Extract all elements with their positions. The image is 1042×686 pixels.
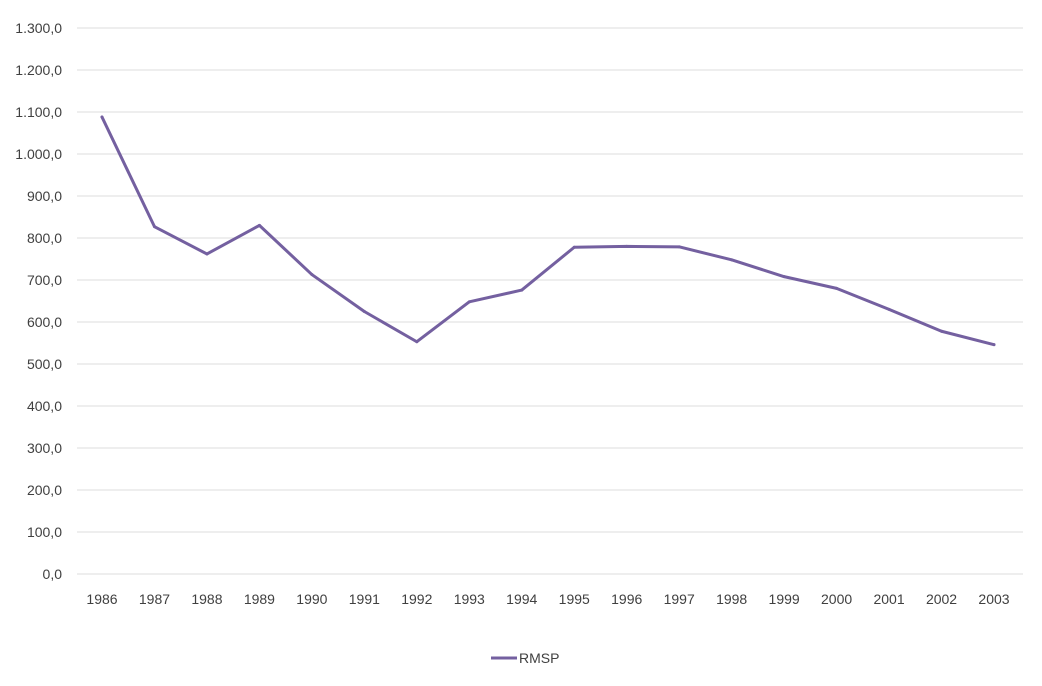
x-tick-label: 1986 — [86, 591, 117, 607]
data-point — [520, 288, 524, 292]
data-point — [362, 310, 366, 313]
x-tick-label: 2001 — [873, 591, 904, 607]
x-axis-tick-labels: 1986 1987 1988 1989 1990 1991 1992 1993 1994 1995… — [86, 591, 1009, 607]
data-point — [677, 245, 681, 249]
x-tick-label: 1990 — [296, 591, 327, 607]
data-point — [467, 300, 471, 304]
x-tick-label: 1994 — [506, 591, 537, 607]
data-point — [572, 245, 576, 249]
y-tick-label: 500,0 — [27, 356, 62, 372]
y-axis-tick-labels: 0,0 100,0 200,0 300,0 400,0 500,0 600,0 700,0 80… — [15, 20, 62, 582]
data-point — [310, 273, 314, 277]
legend-label: RMSP — [519, 650, 559, 666]
x-tick-label: 1995 — [559, 591, 590, 607]
data-point — [730, 258, 734, 262]
gridlines — [77, 27, 1023, 575]
x-tick-label: 1987 — [139, 591, 170, 607]
data-point — [835, 286, 839, 290]
data-point — [152, 225, 156, 229]
x-tick-label: 2002 — [926, 591, 957, 607]
series-lines — [100, 115, 996, 347]
x-tick-label: 1993 — [454, 591, 485, 607]
data-point — [782, 275, 786, 279]
x-tick-label: 1997 — [664, 591, 695, 607]
data-point — [205, 252, 209, 256]
y-tick-label: 800,0 — [27, 230, 62, 246]
y-tick-label: 900,0 — [27, 188, 62, 204]
x-tick-label: 1996 — [611, 591, 642, 607]
data-point — [887, 307, 891, 311]
y-tick-label: 700,0 — [27, 272, 62, 288]
y-tick-label: 1.200,0 — [15, 62, 62, 78]
x-tick-label: 2003 — [978, 591, 1009, 607]
x-tick-label: 1999 — [769, 591, 800, 607]
data-point — [257, 223, 261, 227]
data-point — [992, 343, 996, 347]
y-tick-label: 100,0 — [27, 524, 62, 540]
series-line-rmsp — [100, 115, 996, 347]
x-tick-label: 2000 — [821, 591, 852, 607]
y-tick-label: 0,0 — [43, 566, 63, 582]
x-tick-label: 1988 — [191, 591, 222, 607]
data-point — [415, 340, 419, 344]
data-point — [100, 115, 104, 119]
x-tick-label: 1991 — [349, 591, 380, 607]
y-tick-label: 1.000,0 — [15, 146, 62, 162]
y-tick-label: 1.100,0 — [15, 104, 62, 120]
legend: RMSP — [491, 650, 559, 666]
data-point — [940, 329, 944, 333]
y-tick-label: 600,0 — [27, 314, 62, 330]
y-tick-label: 400,0 — [27, 398, 62, 414]
x-tick-label: 1998 — [716, 591, 747, 607]
y-tick-label: 300,0 — [27, 440, 62, 456]
x-tick-label: 1989 — [244, 591, 275, 607]
x-tick-label: 1992 — [401, 591, 432, 607]
data-point — [625, 244, 629, 248]
y-tick-label: 200,0 — [27, 482, 62, 498]
y-tick-label: 1.300,0 — [15, 20, 62, 36]
